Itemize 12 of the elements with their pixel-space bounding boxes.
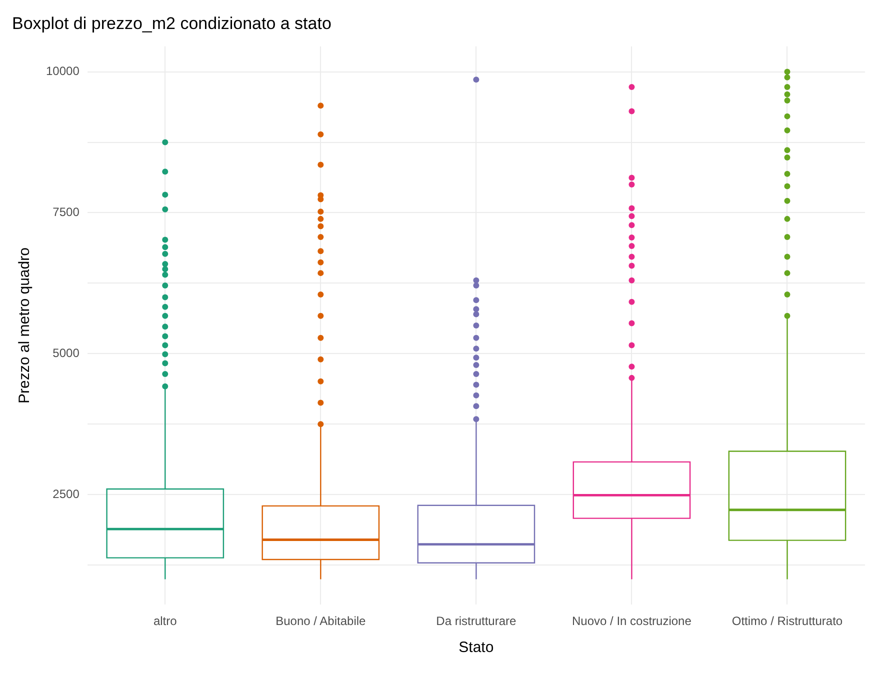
x-tick-label: Da ristrutturare [436, 614, 517, 628]
y-tick-label: 2500 [52, 486, 80, 501]
chart-title: Boxplot di prezzo_m2 condizionato a stato [12, 14, 332, 33]
y-tick-label: 10000 [46, 64, 80, 78]
x-tick-label: Buono / Abitabile [276, 614, 366, 628]
y-axis-title: Prezzo al metro quadro [16, 248, 34, 404]
y-tick-label: 5000 [52, 346, 80, 360]
x-tick-label: Ottimo / Ristrutturato [732, 614, 843, 628]
y-tick-label: 7500 [52, 205, 80, 220]
x-tick-label: altro [153, 614, 178, 628]
x-tick-label: Nuovo / In costruzione [572, 614, 692, 628]
x-axis-title: Stato [458, 639, 494, 656]
